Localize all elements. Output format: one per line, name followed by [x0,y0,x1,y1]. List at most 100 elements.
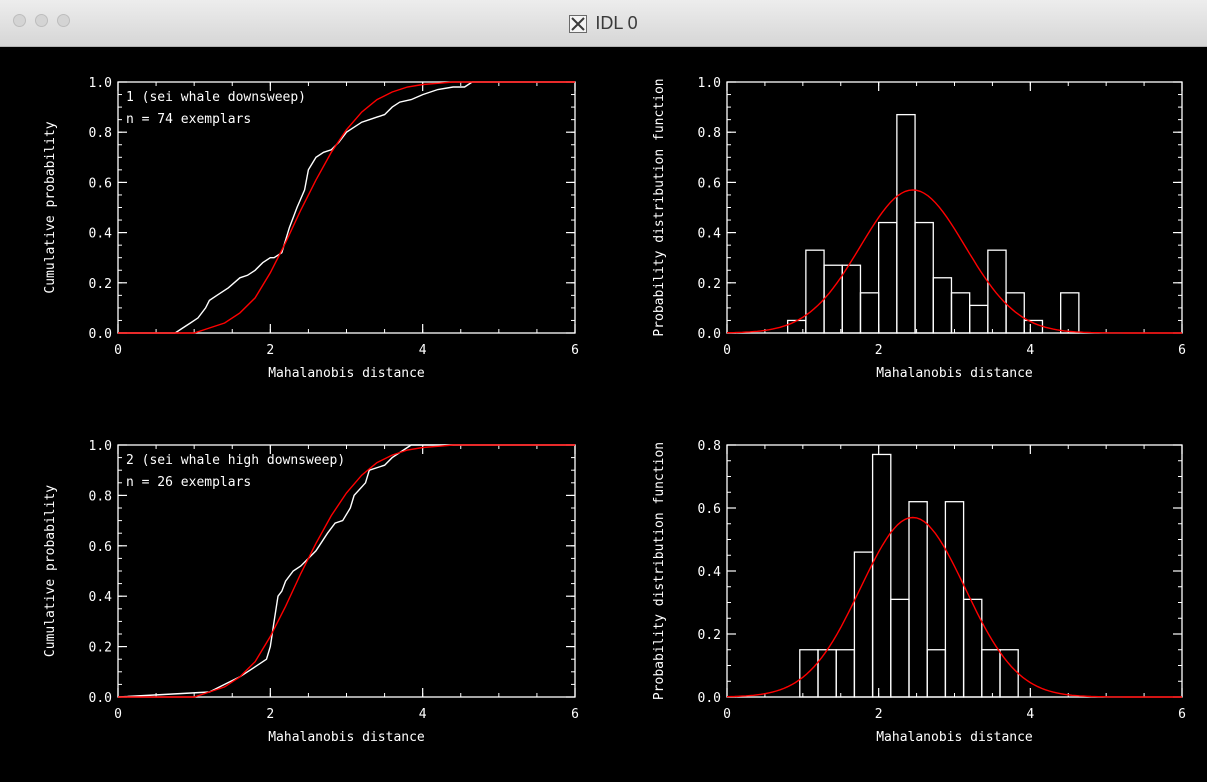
histogram-bar [962,598,983,698]
plot-canvas: 0 2 4 6 0.0 0.2 0.4 0.6 0.8 1.0 Mahalanobis distan… [0,47,1207,782]
minimize-window-button[interactable] [35,14,48,27]
annotation-2: n = 26 exemplars [126,475,251,490]
y-tick-label: 0.2 [89,641,112,656]
chart-panel-top-right: 0 2 4 6 0.0 0.2 0.4 0.6 0.8 1.0 Mahalanobis distan… [652,76,1186,381]
x-tick-label: 2 [266,707,274,722]
x-axis-label: Mahalanobis distance [876,366,1033,381]
plot-frame [726,444,1183,698]
y-axis-label: Probability distribution function [652,442,667,700]
y-axis-label: Cumulative probability [43,121,58,293]
x-tick-label: 6 [571,343,579,358]
x-tick-label: 2 [875,707,883,722]
y-tick-label: 0.0 [89,327,112,342]
chart-panel-top-left: 0 2 4 6 0.0 0.2 0.4 0.6 0.8 1.0 Mahalanobis distan… [43,76,579,381]
histogram-bar [926,649,947,698]
y-tick-label: 0.8 [89,126,112,141]
histogram-bar [932,277,953,334]
y-tick-label: 1.0 [89,76,112,91]
data-layer [727,113,1182,334]
histogram-bar [841,264,862,334]
y-tick-label: 0.6 [89,176,112,191]
histogram-bar [871,453,892,698]
annotation-1: 1 (sei whale downsweep) [126,90,306,105]
histogram-bar [981,649,1001,698]
x-tick-label: 4 [419,343,427,358]
histogram-bar [805,249,825,334]
y-tick-label: 0.8 [698,126,721,141]
histogram-bar [969,304,989,334]
x-tick-label: 6 [1178,707,1186,722]
x-axis-label: Mahalanobis distance [268,730,425,745]
y-tick-label: 0.0 [698,691,721,706]
histogram-bar [890,598,910,698]
histogram-bar [908,501,928,698]
y-tick-label: 0.8 [89,489,112,504]
histogram-bar [914,221,934,334]
y-tick-label: 0.2 [698,628,721,643]
chart-panel-bottom-right: 0 2 4 6 0.0 0.2 0.4 0.6 0.8 Mahalanobis distance P… [652,439,1186,745]
model-cdf-line [118,444,575,698]
y-tick-label: 0.8 [698,439,721,454]
histogram-bar [835,649,856,698]
y-tick-label: 0.6 [698,502,721,517]
x-axis-label: Mahalanobis distance [876,730,1033,745]
x-tick-label: 2 [266,343,274,358]
data-layer [118,444,575,698]
model-pdf-curve [727,189,1182,334]
y-tick-label: 0.0 [698,327,721,342]
x-axis-label: Mahalanobis distance [268,366,425,381]
data-layer [727,453,1182,698]
x-tick-label: 0 [114,707,122,722]
histogram-bar [878,221,898,334]
y-tick-label: 1.0 [698,76,721,91]
x-tick-label: 6 [571,707,579,722]
y-tick-label: 0.4 [89,227,113,242]
x-tick-label: 4 [1026,343,1034,358]
x-tick-label: 4 [419,707,427,722]
y-tick-label: 0.2 [89,277,112,292]
histogram-bar [1060,292,1080,334]
histogram-bar [859,292,880,334]
x-tick-label: 6 [1178,343,1186,358]
x-tick-label: 2 [875,343,883,358]
histogram-bar [799,649,819,698]
histogram-bar [823,264,843,334]
model-pdf-curve [727,516,1182,698]
chart-panel-bottom-left: 0 2 4 6 0.0 0.2 0.4 0.6 0.8 1.0 Mahalanobis distan… [43,439,579,745]
histogram-bar [853,551,874,698]
y-axis-label: Cumulative probability [43,485,58,657]
y-tick-label: 0.2 [698,277,721,292]
y-tick-label: 0.6 [698,176,721,191]
model-cdf-line [118,81,575,334]
close-window-button[interactable] [13,14,26,27]
histogram-bar [896,113,916,334]
annotation-1: 2 (sei whale high downsweep) [126,453,345,468]
annotation-2: n = 74 exemplars [126,112,251,127]
plot-grid: 0 2 4 6 0.0 0.2 0.4 0.6 0.8 1.0 Mahalanobis distan… [43,76,1186,745]
data-layer [118,81,575,334]
histogram-bar [1005,292,1025,334]
y-tick-label: 0.6 [89,540,112,555]
y-tick-label: 0.0 [89,691,112,706]
y-tick-label: 1.0 [89,439,112,454]
window-title-group: IDL 0 [0,0,1207,47]
y-tick-label: 0.4 [698,565,722,580]
window-title: IDL 0 [595,13,638,33]
title-bar[interactable]: IDL 0 [0,0,1207,47]
y-axis-label: Probability distribution function [652,78,667,336]
plot-frame [726,81,1183,334]
empirical-cdf-line [118,81,575,334]
histogram-bar [987,249,1007,334]
y-tick-label: 0.4 [698,227,722,242]
histogram-bar [950,292,971,334]
histogram-bar [944,501,965,698]
x11-icon [569,14,588,33]
zoom-window-button[interactable] [57,14,70,27]
y-tick-label: 0.4 [89,590,113,605]
x-tick-label: 0 [723,707,731,722]
x-tick-label: 0 [114,343,122,358]
x-tick-label: 4 [1026,707,1034,722]
histogram-bar [817,649,837,698]
x-tick-label: 0 [723,343,731,358]
